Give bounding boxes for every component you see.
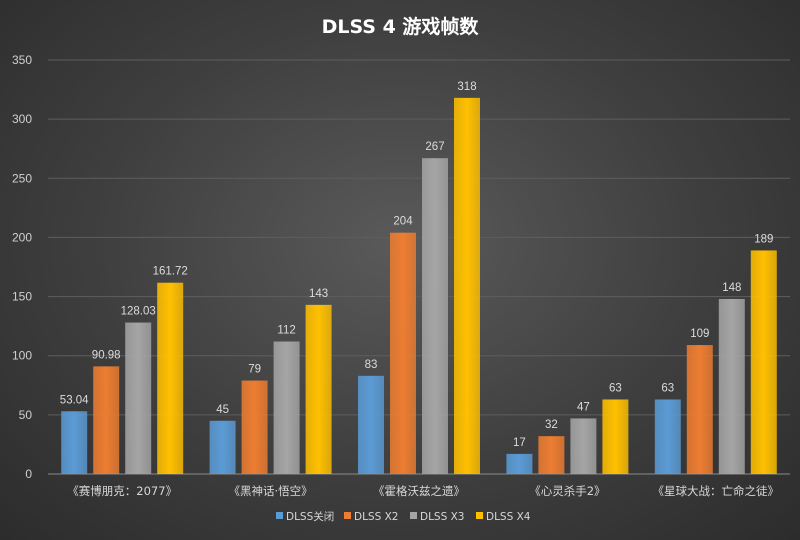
- legend-swatch: [476, 512, 483, 519]
- bar: [538, 436, 565, 474]
- data-label: 45: [216, 404, 229, 416]
- data-label: 318: [457, 81, 476, 93]
- data-label: 17: [513, 437, 526, 449]
- x-tick-label: 《星球大战：亡命之徒》: [653, 484, 780, 498]
- y-axis: 0 50 100 150 200 250 300 350: [12, 53, 32, 481]
- x-axis: 《赛博朋克：2077》 《黑神话·悟空》 《霍格沃兹之遗》 《心灵杀手2》 《星球大战：…: [67, 484, 779, 498]
- legend: DLSS关闭 DLSS X2 DLSS X3 DLSS X4: [276, 510, 531, 523]
- x-tick-label: 《赛博朋克：2077》: [67, 484, 177, 498]
- bar: [602, 399, 629, 474]
- data-label: 63: [661, 382, 674, 394]
- data-label: 90.98: [92, 349, 121, 361]
- bar: [273, 341, 300, 474]
- data-label: 112: [277, 325, 295, 337]
- y-tick-label: 250: [12, 171, 32, 185]
- bar: [61, 411, 88, 474]
- data-label: 109: [690, 328, 709, 340]
- x-tick-label: 《心灵杀手2》: [529, 484, 605, 498]
- bar: [570, 418, 597, 474]
- bar: [506, 453, 533, 474]
- legend-swatch: [410, 512, 417, 519]
- data-label: 189: [754, 233, 773, 245]
- data-label: 32: [545, 419, 558, 431]
- bar: [718, 298, 745, 474]
- y-tick-label: 100: [12, 349, 32, 363]
- y-tick-label: 50: [19, 408, 33, 422]
- y-tick-label: 350: [12, 53, 32, 67]
- data-label: 267: [425, 141, 444, 153]
- data-label: 204: [393, 216, 413, 228]
- legend-label: DLSS关闭: [286, 510, 334, 523]
- data-label: 128.03: [121, 306, 156, 318]
- bar: [390, 232, 416, 474]
- bar: [125, 322, 152, 474]
- y-tick-label: 300: [12, 112, 32, 126]
- bar: [93, 366, 120, 474]
- y-tick-label: 150: [12, 290, 32, 304]
- bar: [241, 380, 268, 474]
- x-tick-label: 《霍格沃兹之遗》: [373, 484, 465, 498]
- bar: [654, 399, 681, 474]
- legend-swatch: [344, 512, 351, 519]
- data-label: 148: [722, 282, 741, 294]
- bar: [358, 375, 384, 474]
- data-label: 63: [609, 382, 622, 394]
- legend-label: DLSS X4: [486, 511, 531, 523]
- y-tick-label: 0: [25, 467, 32, 481]
- bar: [305, 304, 332, 474]
- data-label: 47: [577, 401, 590, 413]
- x-tick-label: 《黑神话·悟空》: [229, 484, 313, 498]
- bars: [61, 97, 777, 475]
- data-label: 161.72: [153, 266, 188, 278]
- data-label: 79: [248, 364, 261, 376]
- bar: [422, 158, 448, 475]
- data-label: 143: [309, 288, 328, 300]
- bar: [209, 420, 236, 474]
- chart-title: DLSS 4 游戏帧数: [322, 15, 480, 38]
- bar: [686, 345, 713, 474]
- data-label: 83: [365, 359, 378, 371]
- bar: [157, 282, 184, 474]
- bar: [454, 97, 480, 474]
- legend-label: DLSS X3: [420, 511, 464, 523]
- legend-swatch: [276, 512, 283, 519]
- legend-label: DLSS X2: [354, 511, 398, 523]
- data-labels: 53.04 90.98 128.03 161.72 45 79 112 143 83 204 267…: [60, 81, 774, 449]
- bar: [750, 250, 777, 474]
- data-label: 53.04: [60, 394, 89, 406]
- y-tick-label: 200: [12, 230, 32, 244]
